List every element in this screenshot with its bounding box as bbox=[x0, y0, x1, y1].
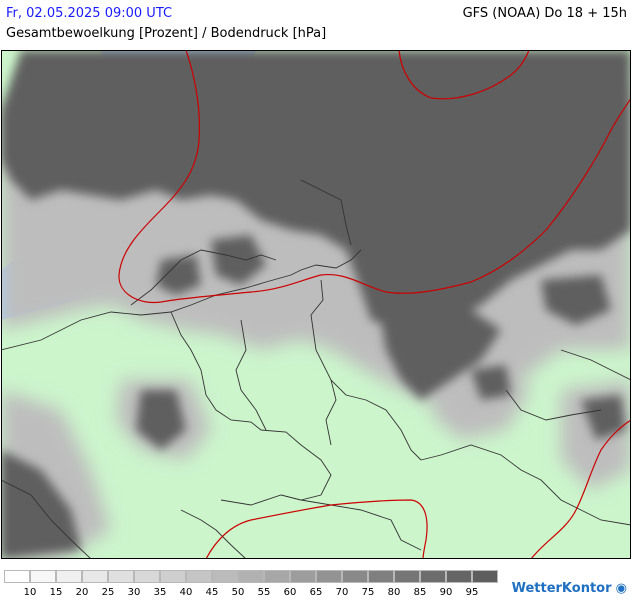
legend-swatch bbox=[394, 570, 420, 583]
legend-swatch bbox=[30, 570, 56, 583]
legend-tick-label: 90 bbox=[439, 587, 453, 598]
weather-map bbox=[1, 50, 631, 559]
legend-tick-label: 35 bbox=[153, 587, 167, 598]
legend-tick-label: 20 bbox=[75, 587, 89, 598]
legend-tick-label: 75 bbox=[361, 587, 375, 598]
legend-swatch bbox=[420, 570, 446, 583]
swirl-logo-icon: ◉ bbox=[611, 581, 627, 596]
legend-tick-label: 55 bbox=[257, 587, 271, 598]
legend-swatch bbox=[108, 570, 134, 583]
legend-swatch bbox=[290, 570, 316, 583]
legend-swatch bbox=[82, 570, 108, 583]
legend-tick-label: 45 bbox=[205, 587, 219, 598]
legend-swatch bbox=[316, 570, 342, 583]
isobar-line bbox=[398, 50, 530, 100]
parameter-label: Gesamtbewoelkung [Prozent] / Bodendruck … bbox=[6, 26, 327, 41]
legend-tick-label: 50 bbox=[231, 587, 245, 598]
legend-tick-label: 10 bbox=[23, 587, 37, 598]
legend-swatch bbox=[472, 570, 498, 583]
legend-tick-label: 85 bbox=[413, 587, 427, 598]
cloud-cover-dense bbox=[1, 50, 631, 559]
legend-swatch bbox=[134, 570, 160, 583]
legend-tick-label: 30 bbox=[127, 587, 141, 598]
legend-tick-label: 60 bbox=[283, 587, 297, 598]
legend-tick-label: 15 bbox=[49, 587, 63, 598]
legend-swatch bbox=[212, 570, 238, 583]
legend-swatch bbox=[56, 570, 82, 583]
country-borders bbox=[1, 179, 631, 559]
isobar-line bbox=[118, 50, 631, 304]
isobars bbox=[118, 50, 631, 559]
legend-swatch bbox=[446, 570, 472, 583]
legend-tick-label: 95 bbox=[465, 587, 479, 598]
model-run-label: GFS (NOAA) Do 18 + 15h bbox=[462, 6, 627, 21]
legend-swatch bbox=[368, 570, 394, 583]
legend-swatch bbox=[264, 570, 290, 583]
map-canvas bbox=[1, 50, 631, 559]
brand-logo: WetterKontor ◉ bbox=[512, 581, 627, 596]
legend-tick-label: 25 bbox=[101, 587, 115, 598]
legend-tick-label: 80 bbox=[387, 587, 401, 598]
legend-tick-label: 70 bbox=[335, 587, 349, 598]
legend-tick-label: 65 bbox=[309, 587, 323, 598]
isobar-line bbox=[530, 419, 631, 559]
legend-swatch bbox=[186, 570, 212, 583]
legend-swatch bbox=[4, 570, 30, 583]
brand-name: WetterKontor bbox=[511, 581, 612, 596]
legend-swatch bbox=[238, 570, 264, 583]
legend-tick-label: 40 bbox=[179, 587, 193, 598]
forecast-datetime: Fr, 02.05.2025 09:00 UTC bbox=[6, 6, 173, 21]
isobar-line bbox=[205, 499, 428, 559]
legend-swatch bbox=[342, 570, 368, 583]
legend-swatch bbox=[160, 570, 186, 583]
